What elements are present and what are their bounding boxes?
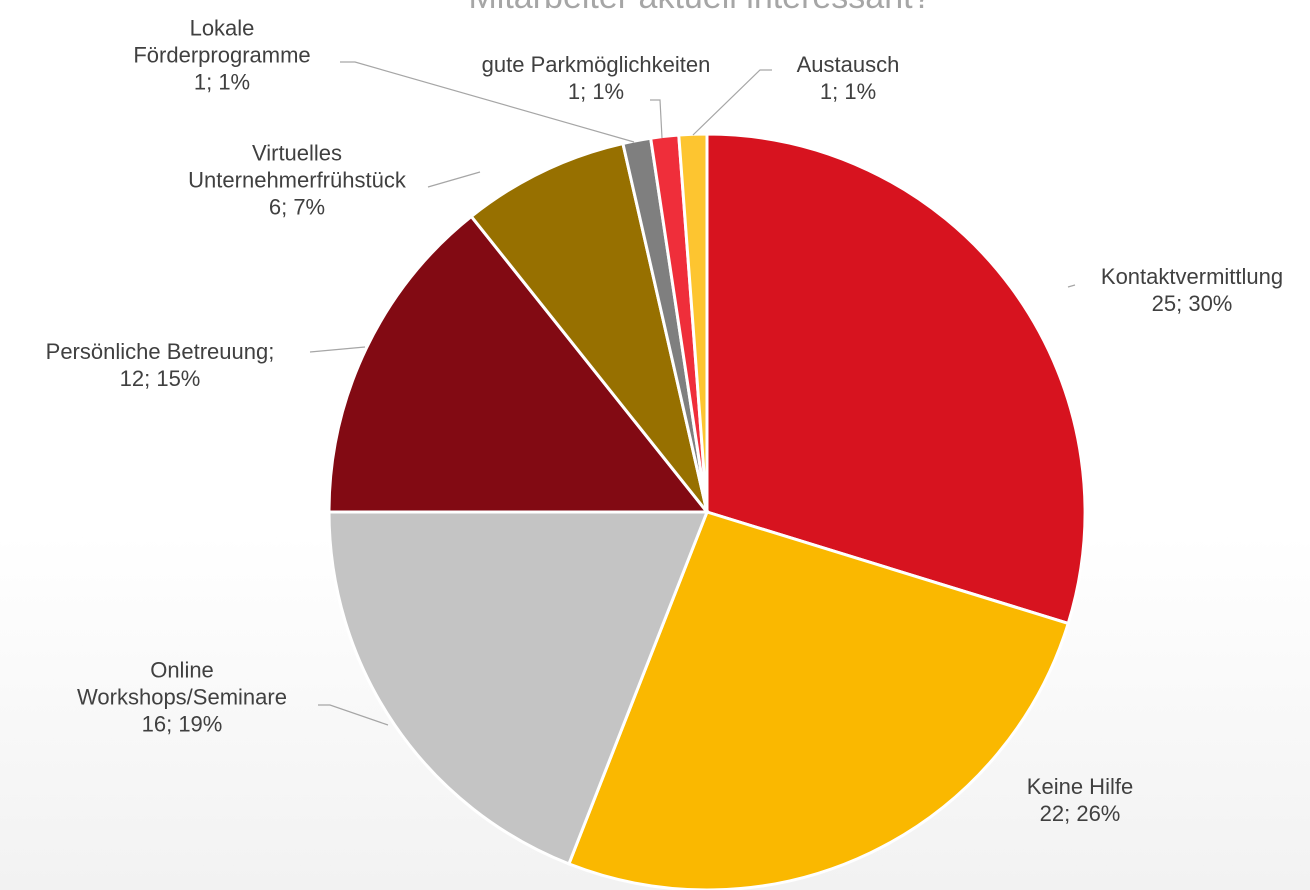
pie-slice (327, 214, 711, 514)
data-label: Persönliche Betreuung; 12; 15% (46, 338, 275, 392)
category-label: Kontaktvermittlung (1100, 264, 1284, 289)
pie-slice (677, 132, 709, 513)
value-label: 25; 30% (1151, 291, 1233, 316)
data-label: Lokale Förderprogramme 1; 1% (133, 15, 310, 96)
data-label: Virtuelles Unternehmerfrühstück 6; 7% (188, 140, 406, 221)
data-label: gute Parkmöglichkeiten 1; 1% (482, 51, 711, 105)
leader-line (1067, 284, 1076, 288)
category-label: Lokale Förderprogramme (133, 15, 311, 68)
pie-slice (566, 510, 1071, 890)
chart-title: Mitarbeiter aktuell interessant? (0, 0, 1310, 17)
category-label: Online Workshops/Seminare (77, 657, 287, 710)
leader-line (427, 171, 481, 188)
leader-line (318, 704, 389, 726)
leader-line (309, 346, 366, 353)
leader-line (650, 99, 663, 139)
category-label: Persönliche Betreuung; (45, 339, 275, 364)
value-label: 1; 1% (193, 69, 251, 95)
value-label: 22; 26% (1039, 801, 1121, 826)
value-label: 1; 1% (819, 79, 877, 104)
category-label: Austausch (796, 52, 900, 77)
category-label: gute Parkmöglichkeiten (481, 52, 711, 77)
data-label: Austausch 1; 1% (797, 51, 900, 105)
category-label: Keine Hilfe (1026, 774, 1134, 799)
data-label: Keine Hilfe 22; 26% (1027, 773, 1133, 827)
value-label: 16; 19% (141, 711, 223, 737)
value-label: 1; 1% (567, 79, 625, 104)
category-label: Virtuelles Unternehmerfrühstück (188, 140, 406, 193)
value-label: 6; 7% (268, 194, 326, 220)
value-label: 12; 15% (119, 366, 201, 391)
data-label: Online Workshops/Seminare 16; 19% (77, 657, 287, 738)
leader-line (692, 69, 772, 136)
pie-slice (705, 132, 1087, 626)
leader-line (340, 61, 635, 143)
data-label: Kontaktvermittlung 25; 30% (1101, 263, 1283, 317)
pie-slice (327, 510, 710, 866)
pie-slice (469, 141, 709, 513)
